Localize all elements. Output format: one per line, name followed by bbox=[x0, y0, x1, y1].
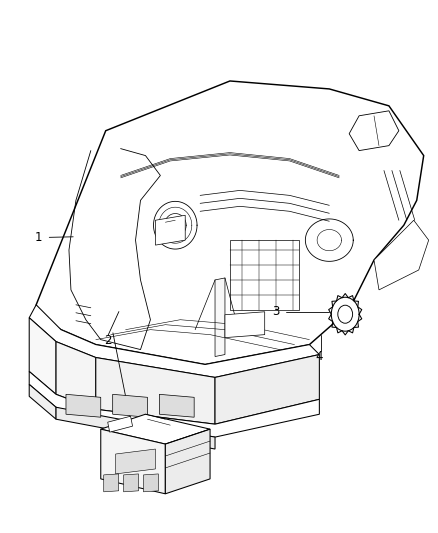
Polygon shape bbox=[66, 394, 101, 417]
Polygon shape bbox=[144, 474, 159, 492]
Polygon shape bbox=[56, 407, 215, 449]
Polygon shape bbox=[29, 305, 319, 377]
Polygon shape bbox=[159, 394, 194, 417]
Polygon shape bbox=[124, 474, 138, 492]
Text: 2: 2 bbox=[104, 334, 112, 347]
Polygon shape bbox=[215, 278, 225, 357]
Polygon shape bbox=[113, 394, 148, 417]
Polygon shape bbox=[165, 429, 210, 494]
Polygon shape bbox=[116, 449, 155, 474]
Polygon shape bbox=[29, 372, 319, 437]
Polygon shape bbox=[225, 312, 265, 337]
Polygon shape bbox=[374, 220, 429, 290]
Polygon shape bbox=[104, 474, 119, 492]
Polygon shape bbox=[56, 342, 96, 409]
Polygon shape bbox=[108, 416, 133, 432]
Circle shape bbox=[331, 297, 359, 331]
Polygon shape bbox=[215, 354, 319, 424]
Polygon shape bbox=[29, 318, 56, 394]
Text: 4: 4 bbox=[315, 350, 323, 363]
Text: 3: 3 bbox=[272, 305, 279, 318]
Polygon shape bbox=[349, 111, 399, 151]
Polygon shape bbox=[101, 429, 165, 494]
Polygon shape bbox=[101, 414, 210, 444]
Text: 1: 1 bbox=[35, 231, 42, 244]
Polygon shape bbox=[29, 384, 56, 419]
Polygon shape bbox=[36, 81, 424, 365]
Polygon shape bbox=[155, 215, 185, 245]
Polygon shape bbox=[230, 240, 300, 310]
Polygon shape bbox=[96, 358, 215, 424]
